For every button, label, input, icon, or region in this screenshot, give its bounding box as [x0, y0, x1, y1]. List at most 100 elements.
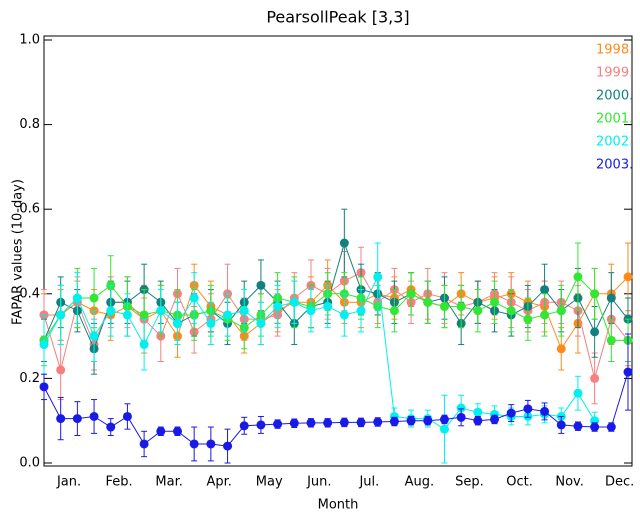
data-point — [590, 373, 600, 383]
data-point — [139, 439, 149, 449]
data-point — [89, 331, 99, 341]
x-tick-label: Aug. — [405, 475, 435, 490]
legend-label: 1998. — [596, 43, 633, 58]
data-point — [540, 406, 550, 416]
data-point — [323, 418, 333, 428]
x-tick-label: Jun. — [306, 475, 331, 490]
data-point — [473, 306, 483, 316]
x-tick-label: Sep. — [455, 475, 484, 490]
data-point — [39, 382, 49, 392]
data-point — [606, 335, 616, 345]
data-point — [256, 280, 266, 290]
data-point — [456, 412, 466, 422]
data-point — [606, 422, 616, 432]
x-tick-label: Jan. — [56, 475, 81, 490]
legend-label: 2003. — [596, 158, 633, 173]
series-line — [43, 371, 629, 447]
y-axis-label: FAPAR values (10-day) — [11, 179, 26, 325]
data-point — [156, 306, 166, 316]
data-point — [490, 297, 500, 307]
data-point — [56, 310, 66, 320]
data-point — [573, 388, 583, 398]
data-point — [306, 306, 316, 316]
data-point — [573, 272, 583, 282]
y-tick-label: 0.8 — [19, 117, 40, 132]
x-tick-label: Mar. — [155, 475, 182, 490]
data-point — [506, 408, 516, 418]
x-tick-label: Dec. — [605, 475, 634, 490]
data-point — [556, 306, 566, 316]
data-point — [306, 418, 316, 428]
data-point — [72, 414, 82, 424]
data-point — [540, 310, 550, 320]
data-point — [373, 272, 383, 282]
data-point — [523, 404, 533, 414]
data-point — [456, 301, 466, 311]
y-tick-label: 0.6 — [19, 202, 40, 217]
series-line — [43, 275, 596, 430]
data-point — [223, 441, 233, 451]
data-point — [389, 306, 399, 316]
y-tick-label: 0.0 — [19, 456, 40, 471]
data-point — [139, 340, 149, 350]
data-point — [523, 314, 533, 324]
data-point — [356, 306, 366, 316]
data-point — [473, 416, 483, 426]
x-tick-label: Nov. — [555, 475, 584, 490]
data-point — [439, 424, 449, 434]
plot-frame — [43, 35, 633, 467]
data-point — [256, 420, 266, 430]
data-point — [239, 421, 249, 431]
data-point — [339, 310, 349, 320]
legend-label: 1999. — [596, 66, 633, 81]
data-point — [273, 419, 283, 429]
data-point — [39, 340, 49, 350]
data-point — [606, 293, 616, 303]
data-point — [439, 301, 449, 311]
data-point — [389, 417, 399, 427]
series-line — [43, 276, 628, 341]
x-tick-label: Oct. — [506, 475, 533, 490]
data-point — [289, 418, 299, 428]
x-axis-label: Month — [318, 498, 359, 513]
data-point — [206, 439, 216, 449]
data-point — [156, 426, 166, 436]
data-point — [556, 420, 566, 430]
data-point — [439, 414, 449, 424]
data-point — [406, 416, 416, 426]
data-point — [590, 289, 600, 299]
data-point — [590, 327, 600, 337]
x-tick-label: Feb. — [106, 475, 133, 490]
data-point — [223, 310, 233, 320]
data-point — [473, 407, 483, 417]
chart-title: PearsollPeak [3,3] — [266, 8, 409, 27]
data-point — [106, 306, 116, 316]
data-point — [573, 421, 583, 431]
legend-label: 2001. — [596, 112, 633, 127]
data-point — [623, 272, 633, 282]
data-point — [356, 417, 366, 427]
data-point — [72, 293, 82, 303]
data-point — [540, 285, 550, 295]
data-point — [490, 414, 500, 424]
legend-label: 2002. — [596, 135, 633, 150]
data-point — [206, 318, 216, 328]
data-point — [256, 318, 266, 328]
data-point — [406, 289, 416, 299]
data-point — [423, 416, 433, 426]
x-tick-label: Jul. — [358, 475, 379, 490]
legend-label: 2000. — [596, 89, 633, 104]
data-point — [189, 293, 199, 303]
data-point — [139, 310, 149, 320]
data-point — [339, 238, 349, 248]
data-point — [323, 301, 333, 311]
data-point — [373, 417, 383, 427]
data-point — [56, 414, 66, 424]
data-point — [106, 422, 116, 432]
data-point — [623, 367, 633, 377]
data-point — [122, 411, 132, 421]
data-point — [590, 422, 600, 432]
x-tick-label: Apr. — [206, 475, 231, 490]
data-point — [273, 301, 283, 311]
